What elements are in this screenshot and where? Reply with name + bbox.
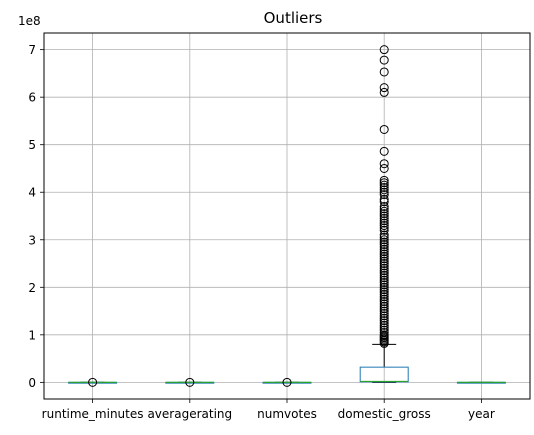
outlier-point [379,235,389,245]
outlier-point [379,249,389,259]
outlier-point [379,311,389,321]
plot-frame [43,32,531,400]
outlier-point [379,338,389,348]
outlier-point [379,45,389,55]
outlier-point [379,278,389,288]
outlier-point [379,146,389,156]
outlier-point [379,244,389,254]
box-averagerating [165,377,215,387]
outlier-point [379,232,389,242]
boxes [68,45,506,387]
outlier-point [379,297,389,307]
outlier-point [379,230,389,240]
outlier-point [379,206,389,216]
outlier-point [379,209,389,219]
outlier-point [379,320,389,330]
outlier-point [379,197,389,207]
outlier-point [379,163,389,173]
outlier-point [379,221,389,231]
outlier-point [379,273,389,283]
outlier-point [379,190,389,200]
outlier-point [379,185,389,195]
outlier-point [379,301,389,311]
outlier-point [379,124,389,134]
y-scale-label: 1e8 [18,14,41,28]
chart-title: Outliers [264,9,323,27]
outlier-point [379,313,389,323]
outlier-point [379,211,389,221]
y-tick-label: 5 [28,138,36,152]
grid-lines [44,33,530,399]
box-numvotes [262,377,312,387]
outlier-point [88,377,98,387]
outlier-point [379,223,389,233]
y-tick-label: 7 [28,43,36,57]
y-tick-label: 3 [28,233,36,247]
outlier-point [379,289,389,299]
y-tick-label: 4 [28,186,36,200]
outlier-point [379,304,389,314]
x-tick-label: year [468,407,495,421]
box-domestic_gross [359,45,409,383]
outlier-point [379,266,389,276]
outlier-point [379,268,389,278]
y-tick-label: 6 [28,91,36,105]
outlier-point [379,270,389,280]
outlier-point [379,294,389,304]
y-axis-ticks: 0 1 2 3 4 5 6 7 [28,43,44,390]
outlier-point [379,280,389,290]
outlier-point [379,316,389,326]
outlier-point [379,67,389,77]
outlier-point [379,254,389,264]
y-tick-label: 1 [28,328,36,342]
outlier-point [379,242,389,252]
outlier-point [379,261,389,271]
outlier-point [379,275,389,285]
outlier-point [379,237,389,247]
outlier-point [185,377,195,387]
box-year [456,381,506,384]
outlier-point [379,187,389,197]
outlier-point [379,182,389,192]
box-runtime_minutes [68,377,118,387]
outlier-point [379,201,389,211]
outlier-point [379,323,389,333]
outlier-point [379,225,389,235]
outlier-point [379,285,389,295]
outlier-point [379,87,389,97]
outlier-point [282,377,292,387]
outlier-point [379,287,389,297]
outlier-point [379,240,389,250]
x-tick-label: numvotes [257,407,317,421]
outlier-point [379,204,389,214]
outlier-point [379,308,389,318]
outlier-point [379,292,389,302]
outlier-point [379,55,389,65]
x-tick-label: domestic_gross [338,407,431,421]
outlier-point [379,178,389,188]
x-tick-label: averagerating [147,407,232,421]
outlier-point [379,259,389,269]
outlier-point [379,306,389,316]
y-tick-label: 2 [28,281,36,295]
outlier-point [379,194,389,204]
outlier-point [379,175,389,185]
outlier-point [379,318,389,328]
outlier-point [379,299,389,309]
x-axis-ticks: runtime_minutes averagerating numvotes dome… [42,399,495,421]
outlier-point [379,83,389,93]
outlier-point [379,216,389,226]
outlier-point [379,256,389,266]
outlier-point [379,263,389,273]
x-tick-label: runtime_minutes [42,407,144,421]
outlier-point [379,159,389,169]
y-tick-label: 0 [28,376,36,390]
outlier-point [379,180,389,190]
outlier-point [379,251,389,261]
outlier-point [379,282,389,292]
outlier-point [379,218,389,228]
outlier-point [379,213,389,223]
outlier-point [379,247,389,257]
